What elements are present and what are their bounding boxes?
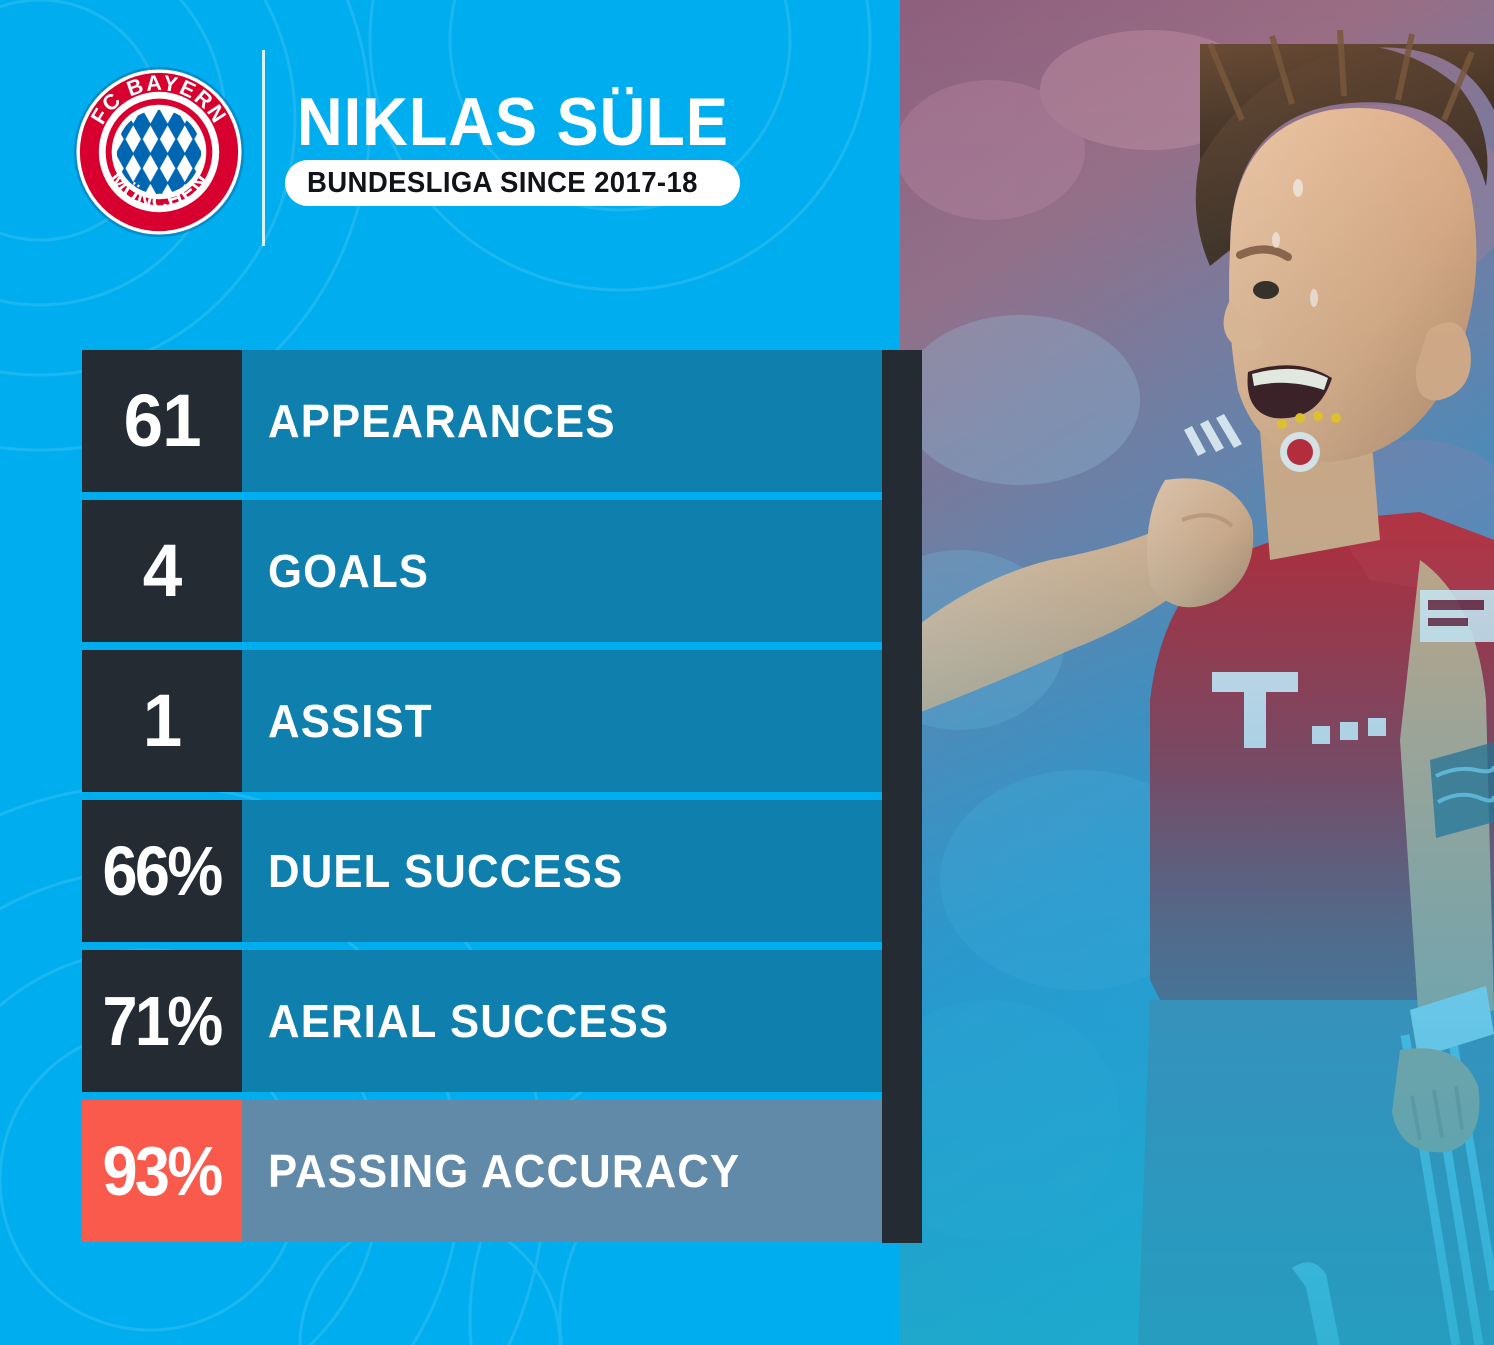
stat-value-box: 4 bbox=[82, 500, 242, 642]
stat-value-box: 71% bbox=[82, 950, 242, 1092]
stat-label: GOALS bbox=[268, 545, 430, 597]
fc-bayern-crest-icon: FC BAYERN MÜNCHEN bbox=[73, 66, 245, 238]
stat-value: 61 bbox=[123, 379, 201, 462]
stat-label: APPEARANCES bbox=[268, 395, 616, 447]
stat-row: 4 GOALS bbox=[82, 500, 882, 642]
stat-value: 66% bbox=[102, 832, 224, 910]
stat-value: 4 bbox=[142, 529, 183, 612]
stat-row: 93% PASSING ACCURACY bbox=[82, 1100, 882, 1242]
stat-label-bar: AERIAL SUCCESS bbox=[242, 950, 882, 1092]
stat-label-bar: PASSING ACCURACY bbox=[242, 1100, 882, 1242]
stat-value-box: 1 bbox=[82, 650, 242, 792]
stat-value: 1 bbox=[142, 679, 183, 762]
stat-label: AERIAL SUCCESS bbox=[268, 995, 670, 1047]
stat-row: 1 ASSIST bbox=[82, 650, 882, 792]
stat-label-bar: GOALS bbox=[242, 500, 882, 642]
player-photo-illustration bbox=[900, 0, 1494, 1345]
stats-panel-backing bbox=[882, 350, 922, 1243]
stat-row: 66% DUEL SUCCESS bbox=[82, 800, 882, 942]
player-photo bbox=[900, 0, 1494, 1345]
page-title: NIKLAS SÜLE bbox=[297, 84, 729, 160]
stat-value-box: 93% bbox=[82, 1100, 242, 1242]
stat-row: 61 APPEARANCES bbox=[82, 350, 882, 492]
stat-label: DUEL SUCCESS bbox=[268, 845, 624, 897]
stat-value-box: 66% bbox=[82, 800, 242, 942]
season-badge: BUNDESLIGA SINCE 2017-18 bbox=[285, 160, 741, 206]
stat-row: 71% AERIAL SUCCESS bbox=[82, 950, 882, 1092]
stat-label-bar: APPEARANCES bbox=[242, 350, 882, 492]
stat-label: ASSIST bbox=[268, 695, 433, 747]
season-badge-label: BUNDESLIGA SINCE 2017-18 bbox=[307, 166, 698, 199]
stat-label-bar: DUEL SUCCESS bbox=[242, 800, 882, 942]
stats-list: 61 APPEARANCES 4 GOALS 1 ASSIST 66% DUEL SUCCES… bbox=[82, 350, 882, 1243]
stat-value: 93% bbox=[102, 1132, 224, 1210]
header-divider bbox=[262, 50, 265, 246]
stat-label: PASSING ACCURACY bbox=[268, 1145, 741, 1197]
header: FC BAYERN MÜNCHEN NIKLAS SÜLE BUNDESLIGA… bbox=[0, 0, 900, 330]
stat-label-bar: ASSIST bbox=[242, 650, 882, 792]
stat-value: 71% bbox=[102, 982, 224, 1060]
stat-value-box: 61 bbox=[82, 350, 242, 492]
